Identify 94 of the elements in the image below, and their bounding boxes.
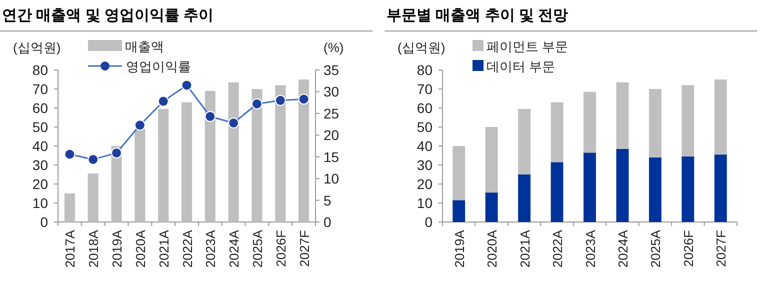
bar xyxy=(550,162,564,222)
bar xyxy=(550,102,564,162)
x-tick-label: 2020A xyxy=(132,230,148,268)
x-tick-label: 2023A xyxy=(582,230,598,268)
x-tick-label: 2027F xyxy=(296,230,312,267)
bar xyxy=(682,85,694,156)
bar xyxy=(204,90,216,222)
y2-tick-label: 15 xyxy=(324,148,340,165)
y-tick-label: 30 xyxy=(416,157,433,173)
x-tick-label: 2019A xyxy=(110,230,125,268)
y2-tick-label: 10 xyxy=(324,170,340,187)
x-tick-label: 2019A xyxy=(452,230,467,268)
chart-title: 연간 매출액 및 영업이익률 추이 xyxy=(2,7,214,24)
bar xyxy=(648,89,662,158)
bar xyxy=(714,154,727,222)
y-axis-title: (십억원) xyxy=(398,40,446,55)
bar xyxy=(584,152,596,222)
x-tick-label: 2024A xyxy=(226,230,242,268)
y-tick-label: 50 xyxy=(416,119,433,135)
point xyxy=(251,98,262,110)
y2-tick-label: 20 xyxy=(324,127,340,144)
y-tick-label: 40 xyxy=(416,138,433,154)
x-tick-label: 2023A xyxy=(203,230,218,268)
y-tick-label: 60 xyxy=(32,100,48,116)
y2-tick-label: 5 xyxy=(324,192,332,208)
bar xyxy=(298,80,310,222)
x-tick-label: 2022A xyxy=(180,230,195,268)
x-tick-label: 2017A xyxy=(62,230,78,268)
y2-tick-label: 25 xyxy=(324,105,340,122)
y2-tick-label: 35 xyxy=(324,62,340,78)
point xyxy=(298,94,310,105)
x-tick-label: 2018A xyxy=(86,230,102,268)
chart-title: 부문별 매출액 추이 및 전망 xyxy=(386,7,568,24)
bar xyxy=(584,92,596,153)
bar xyxy=(252,89,262,222)
bar xyxy=(518,174,531,222)
y-tick-label: 0 xyxy=(424,214,433,230)
y-tick-label: 50 xyxy=(32,119,48,135)
x-tick-label: 2026F xyxy=(273,230,288,267)
bar xyxy=(158,108,169,222)
point xyxy=(274,94,286,106)
bar xyxy=(616,82,629,149)
x-tick-label: 2021A xyxy=(156,230,172,268)
y-tick-label: 20 xyxy=(416,176,433,192)
y-tick-label: 80 xyxy=(416,62,433,78)
x-tick-label: 2026F xyxy=(680,230,696,267)
legend-label: 영업이익률 xyxy=(126,59,191,74)
bar xyxy=(88,174,98,222)
y2-tick-label: 30 xyxy=(324,84,340,100)
y-tick-label: 40 xyxy=(32,138,48,154)
y-tick-label: 30 xyxy=(32,157,48,173)
bar xyxy=(616,148,629,222)
x-tick-label: 2027F xyxy=(714,230,729,267)
point xyxy=(64,148,76,160)
x-tick-label: 2022A xyxy=(550,230,566,268)
bar xyxy=(181,102,192,222)
point xyxy=(134,120,146,131)
bar xyxy=(275,85,286,222)
bar xyxy=(518,108,531,174)
y2-axis-title: (%) xyxy=(324,40,344,55)
point xyxy=(158,96,169,107)
legend-label: 페이먼트 부문 xyxy=(486,39,568,54)
y-tick-label: 10 xyxy=(416,195,433,211)
y2-tick-label: 0 xyxy=(324,214,332,230)
bar xyxy=(485,192,498,222)
point xyxy=(204,110,216,122)
y-tick-label: 10 xyxy=(32,195,48,211)
point xyxy=(228,117,240,128)
y-tick-label: 0 xyxy=(40,214,48,230)
bar xyxy=(714,80,727,155)
point xyxy=(111,147,122,158)
bar xyxy=(485,127,498,193)
bar xyxy=(228,82,239,222)
y-axis-title: (십억원) xyxy=(13,40,61,55)
y-tick-label: 70 xyxy=(32,81,48,97)
x-tick-label: 2025A xyxy=(648,230,664,268)
x-tick-label: 2025A xyxy=(250,230,265,268)
bar xyxy=(64,194,75,222)
bar xyxy=(452,200,466,222)
x-tick-label: 2020A xyxy=(484,230,500,268)
y-tick-label: 80 xyxy=(32,62,48,78)
bar xyxy=(648,157,662,222)
bar xyxy=(682,156,694,222)
bar xyxy=(452,146,466,200)
point xyxy=(181,80,192,91)
y-tick-label: 70 xyxy=(416,81,433,97)
y-tick-label: 60 xyxy=(416,100,433,116)
bar xyxy=(134,128,146,222)
legend-label: 데이터 부문 xyxy=(486,59,556,74)
x-tick-label: 2021A xyxy=(517,230,532,268)
point xyxy=(88,154,99,165)
x-tick-label: 2024A xyxy=(615,230,630,268)
legend-label: 매출액 xyxy=(125,39,164,54)
y-tick-label: 20 xyxy=(32,176,48,192)
